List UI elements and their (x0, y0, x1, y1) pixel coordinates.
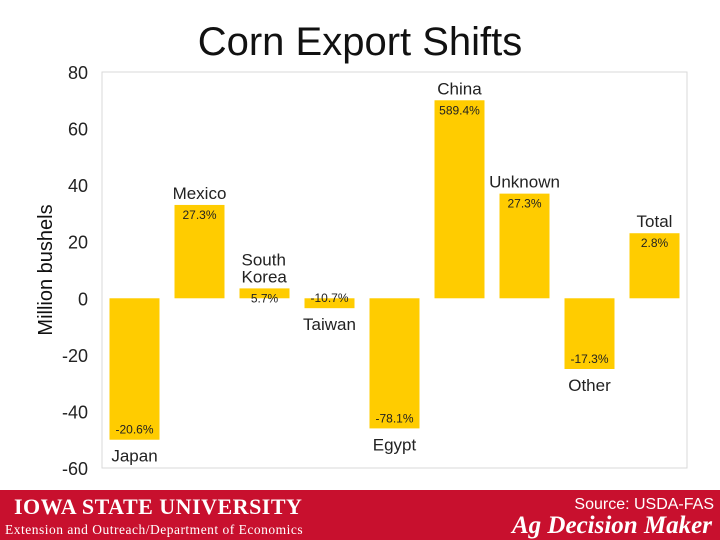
y-tick-label: 0 (78, 289, 88, 309)
y-tick-label: -20 (62, 346, 88, 366)
category-label: Total (637, 212, 673, 231)
footer-banner: IOWA STATE UNIVERSITY Extension and Outr… (0, 490, 720, 540)
data-label: -20.6% (115, 423, 153, 437)
y-tick-label: 40 (68, 176, 88, 196)
category-label: Egypt (373, 435, 417, 454)
bar (239, 288, 290, 299)
y-tick-label: 80 (68, 63, 88, 83)
data-label: -17.3% (570, 352, 608, 366)
bar (564, 298, 615, 369)
data-label: 27.3% (182, 208, 216, 222)
category-label: Japan (111, 447, 157, 466)
category-label: Korea (242, 267, 288, 286)
y-tick-label: -40 (62, 402, 88, 422)
y-tick-label: -60 (62, 459, 88, 479)
bars (109, 100, 680, 440)
category-label: Unknown (489, 173, 560, 192)
data-label: -10.7% (310, 291, 348, 305)
plot-area (101, 71, 688, 469)
category-label: Taiwan (303, 315, 356, 334)
source-text: Source: USDA-FAS (574, 496, 714, 513)
bar (499, 193, 550, 299)
data-label: 5.7% (251, 291, 279, 305)
category-label: Other (568, 376, 611, 395)
category-label: South (242, 250, 286, 269)
department-text: Extension and Outreach/Department of Eco… (5, 522, 304, 537)
plot-border (101, 71, 688, 469)
bar (369, 298, 420, 429)
bar-chart: 80 60 40 20 0 -20 -40 -60 -20.6% Japan 27.3% Mexic… (35, 63, 688, 479)
y-tick-label: 60 (68, 120, 88, 140)
category-label: Mexico (173, 184, 227, 203)
bar (174, 204, 225, 299)
category-label: China (437, 79, 482, 98)
data-label: 589.4% (439, 103, 480, 117)
bar (304, 298, 355, 309)
data-label: 2.8% (641, 236, 669, 250)
y-axis-ticks: 80 60 40 20 0 -20 -40 -60 (62, 63, 88, 479)
bar (434, 100, 485, 299)
y-tick-label: 20 (68, 233, 88, 253)
university-logo-text: IOWA STATE UNIVERSITY (14, 494, 303, 519)
y-axis-label: Million bushels (35, 204, 57, 335)
bar (629, 233, 680, 299)
bar (109, 298, 160, 440)
chart-title: Corn Export Shifts (197, 20, 523, 64)
data-label: 27.3% (507, 197, 541, 211)
data-label: -78.1% (375, 411, 413, 425)
brand-logo-text: Ag Decision Maker (512, 512, 712, 539)
